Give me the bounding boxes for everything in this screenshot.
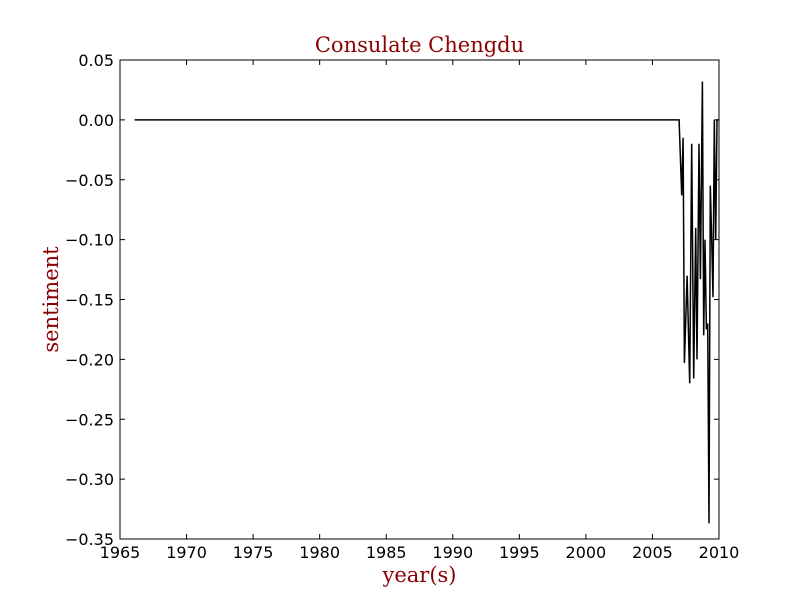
x-tick-label: 1985 (366, 543, 407, 562)
x-tick-label: 1970 (166, 543, 207, 562)
x-tick-label: 2010 (699, 543, 740, 562)
y-tick-label: −0.15 (65, 291, 114, 310)
x-tick-label: 1980 (299, 543, 340, 562)
x-tick-label: 1975 (233, 543, 274, 562)
y-tick-label: 0.00 (78, 111, 114, 130)
x-tick-label: 2000 (566, 543, 607, 562)
series-line (134, 81, 719, 524)
x-axis-label: year(s) (381, 563, 456, 587)
axes-frame (119, 59, 720, 540)
x-tick-label: 1995 (499, 543, 540, 562)
y-tick-label: −0.30 (65, 470, 114, 489)
y-tick-label: −0.05 (65, 171, 114, 190)
y-tick-label: −0.20 (65, 350, 114, 369)
chart-title: Consulate Chengdu (315, 33, 524, 57)
y-axis-label: sentiment (39, 246, 63, 353)
x-tick-label: 1990 (432, 543, 473, 562)
y-tick-label: 0.05 (78, 51, 114, 70)
y-tick-label: −0.25 (65, 410, 114, 429)
x-tick-label: 2005 (632, 543, 673, 562)
y-tick-label: −0.10 (65, 231, 114, 250)
x-axis-ticks: 1965 1970 1975 1980 1985 1990 1995 2000 2005 2010 (100, 60, 740, 562)
y-tick-label: −0.35 (65, 530, 114, 549)
plot-area (119, 59, 720, 540)
x-tick-label: 1965 (100, 543, 141, 562)
y-axis-ticks: 0.05 0.00 −0.05 −0.10 −0.15 −0.20 −0.25 −0.30 −0… (65, 51, 719, 549)
